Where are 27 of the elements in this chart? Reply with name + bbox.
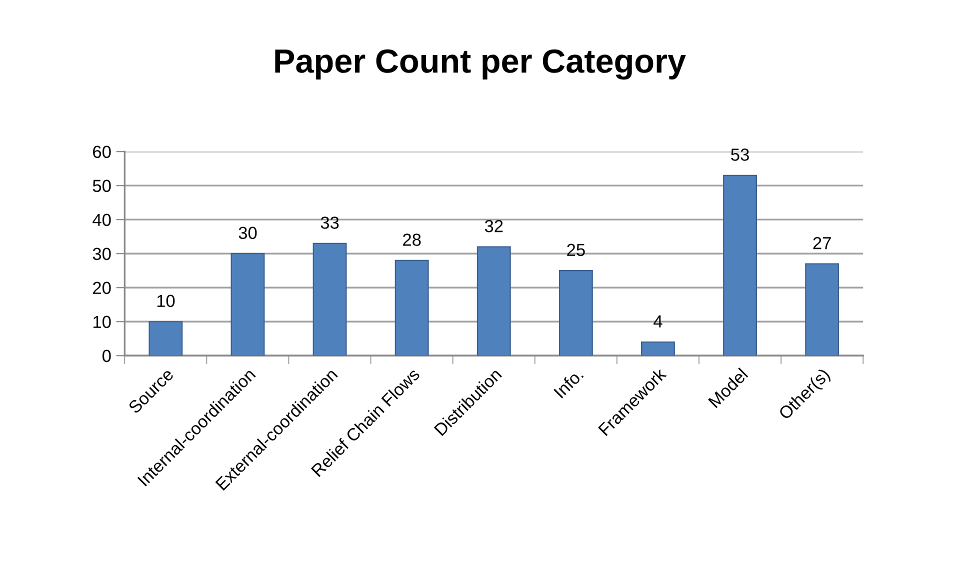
bar [723,174,757,356]
bar [805,263,840,356]
data-label: 4 [654,315,662,328]
y-tick-label: 0 [102,350,111,362]
bar [558,270,593,356]
data-label: 25 [567,244,585,256]
data-label: 33 [320,216,339,229]
data-label: 28 [403,234,421,246]
y-tick-label: 60 [93,146,111,158]
y-tick-label: 40 [92,214,111,226]
y-tick-label: 50 [92,180,111,192]
data-label: 10 [157,294,175,308]
bar [148,321,183,356]
bar [312,242,347,356]
y-tick-label: 20 [93,282,111,294]
chart-title: Paper Count per Category [275,49,686,80]
bar [230,253,265,356]
bar [394,260,429,356]
y-tick-label: 30 [92,248,111,260]
data-label: 53 [731,148,749,161]
bar [476,246,511,356]
data-label: 27 [813,236,831,250]
data-label: 30 [238,226,257,240]
x-tick-label: Info. [553,368,584,399]
y-tick-label: 10 [93,316,111,328]
bar [641,341,675,356]
data-label: 32 [484,220,503,232]
